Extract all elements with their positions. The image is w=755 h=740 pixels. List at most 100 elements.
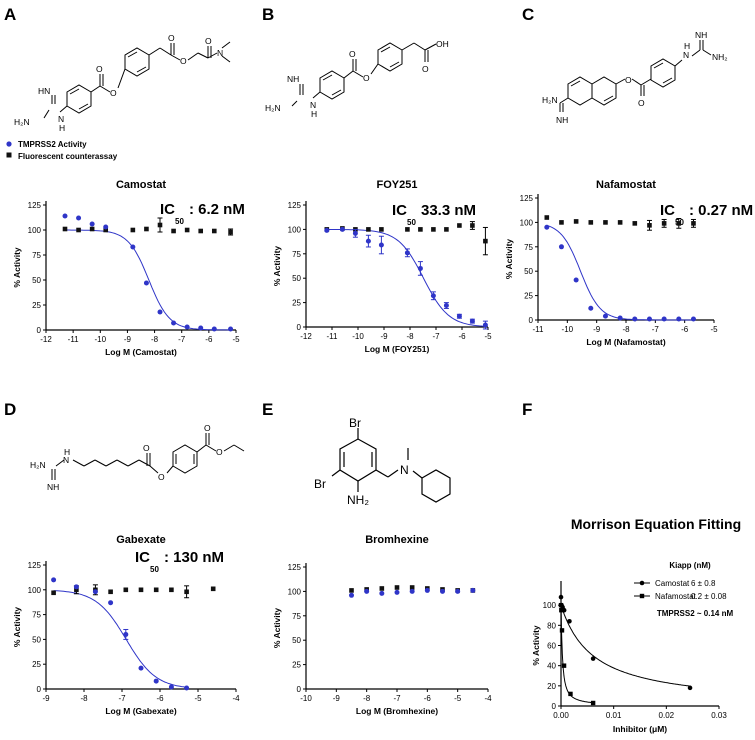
activity-point (430, 293, 436, 299)
counter-point (691, 221, 696, 226)
activity-point (378, 242, 384, 248)
svg-text:N: N (58, 114, 64, 124)
activity-point (339, 226, 345, 232)
counter-point (431, 227, 436, 232)
activity-point (89, 221, 95, 227)
ic50-prefix: IC (135, 549, 150, 566)
y-tick-label: 80 (547, 621, 556, 630)
y-tick-label: 125 (520, 194, 534, 203)
x-tick-label: -12 (300, 332, 312, 341)
nafamostat-point (559, 608, 564, 613)
x-tick-label: -10 (562, 325, 574, 334)
x-tick-label: -11 (533, 325, 545, 334)
ic50-prefix: IC (392, 202, 407, 219)
camostat-point (590, 656, 596, 661)
x-tick-label: -7 (393, 694, 401, 703)
counter-point (444, 227, 449, 232)
activity-point (198, 325, 204, 331)
x-tick-label: -10 (352, 332, 364, 341)
counter-point (394, 585, 400, 590)
legend-kiapp-value: 6 ± 0.8 (691, 579, 716, 588)
y-tick-label: 50 (524, 267, 533, 276)
activity-point (646, 316, 652, 322)
activity-point (404, 250, 410, 256)
x-axis-label: Log M (FOY251) (365, 344, 430, 354)
svg-text:N: N (217, 48, 223, 58)
activity-point (676, 316, 682, 322)
counter-point (470, 223, 475, 228)
counter-point (228, 229, 233, 235)
legend-series-name: Camostat (655, 579, 690, 588)
counter-point (603, 220, 608, 225)
x-axis-label: Log M (Nafamostat) (586, 337, 666, 347)
structure-camostat-atoms: HN H₂N N H O O O O O N (14, 33, 223, 133)
y-tick-label: 100 (288, 225, 302, 234)
structure-bromhexine-atoms: Br Br NH₂ N (314, 416, 409, 507)
activity-point (76, 215, 82, 221)
x-tick-label: -4 (484, 694, 492, 703)
svg-text:H₂N: H₂N (30, 460, 46, 470)
svg-text:NH₂: NH₂ (712, 52, 728, 62)
x-tick-label: 0.00 (553, 711, 569, 720)
svg-text:O: O (216, 447, 223, 457)
structure-foy251 (291, 42, 437, 107)
activity-point (558, 244, 564, 250)
y-tick-label: 125 (28, 201, 42, 210)
legend-nafamostat-marker (639, 593, 645, 599)
activity-point (138, 665, 144, 671)
svg-text:N: N (63, 455, 69, 465)
y-tick-label: 25 (32, 660, 41, 669)
x-tick-label: -4 (232, 694, 240, 703)
activity-point (73, 584, 79, 590)
activity-point (573, 277, 579, 283)
ic50-subscript: 50 (175, 217, 184, 226)
y-tick-label: 25 (292, 299, 301, 308)
activity-point (352, 230, 358, 236)
structure-bromhexine (331, 428, 451, 503)
fit-curve (546, 224, 694, 321)
y-axis-label: % Activity (12, 247, 22, 288)
x-tick-label: 0.02 (659, 711, 675, 720)
x-tick-label: -11 (327, 332, 339, 341)
svg-text:O: O (158, 472, 165, 482)
svg-text:O: O (638, 98, 645, 108)
ic50-prefix: IC (160, 201, 175, 218)
counter-point (457, 223, 462, 228)
counter-point (62, 226, 68, 232)
x-tick-label: -10 (300, 694, 312, 703)
counter-point (210, 586, 216, 592)
counter-point (617, 220, 623, 225)
x-tick-label: -9 (42, 694, 50, 703)
ic50-value: 33.3 nM (421, 202, 476, 219)
svg-text:O: O (205, 36, 212, 46)
activity-point (588, 305, 594, 311)
activity-point (171, 320, 177, 326)
activity-point (324, 227, 330, 233)
chart-morrison: Morrison Equation Fitting Kiapp (nM) 0 20 40… (531, 516, 741, 734)
y-axis-label: % Activity (272, 246, 282, 287)
ic50-value: : 130 nM (164, 549, 224, 566)
ic50-subscript: 50 (150, 565, 159, 574)
legend-activity-label: TMPRSS2 Activity (18, 140, 87, 149)
svg-text:OH: OH (436, 39, 449, 49)
activity-point (365, 238, 371, 244)
ic50-value: : 6.2 nM (189, 201, 245, 218)
svg-text:O: O (168, 33, 175, 43)
x-tick-label: -7 (652, 325, 660, 334)
x-tick-label: -9 (333, 694, 341, 703)
svg-text:O: O (180, 56, 187, 66)
x-tick-label: -9 (124, 335, 132, 344)
activity-point (184, 324, 190, 330)
counter-point (153, 587, 159, 593)
y-tick-label: 50 (292, 636, 301, 645)
activity-point (544, 224, 550, 230)
ic50-prefix: IC (660, 202, 675, 219)
morrison-curve (560, 605, 691, 687)
x-tick-label: -8 (622, 325, 630, 334)
camostat-point (567, 619, 572, 624)
structure-gabexate-atoms: H₂N N H NH O O O O (30, 423, 223, 492)
counter-point (51, 590, 56, 596)
y-tick-label: 75 (32, 611, 41, 620)
counter-point (184, 227, 190, 233)
y-tick-label: 100 (520, 218, 534, 227)
